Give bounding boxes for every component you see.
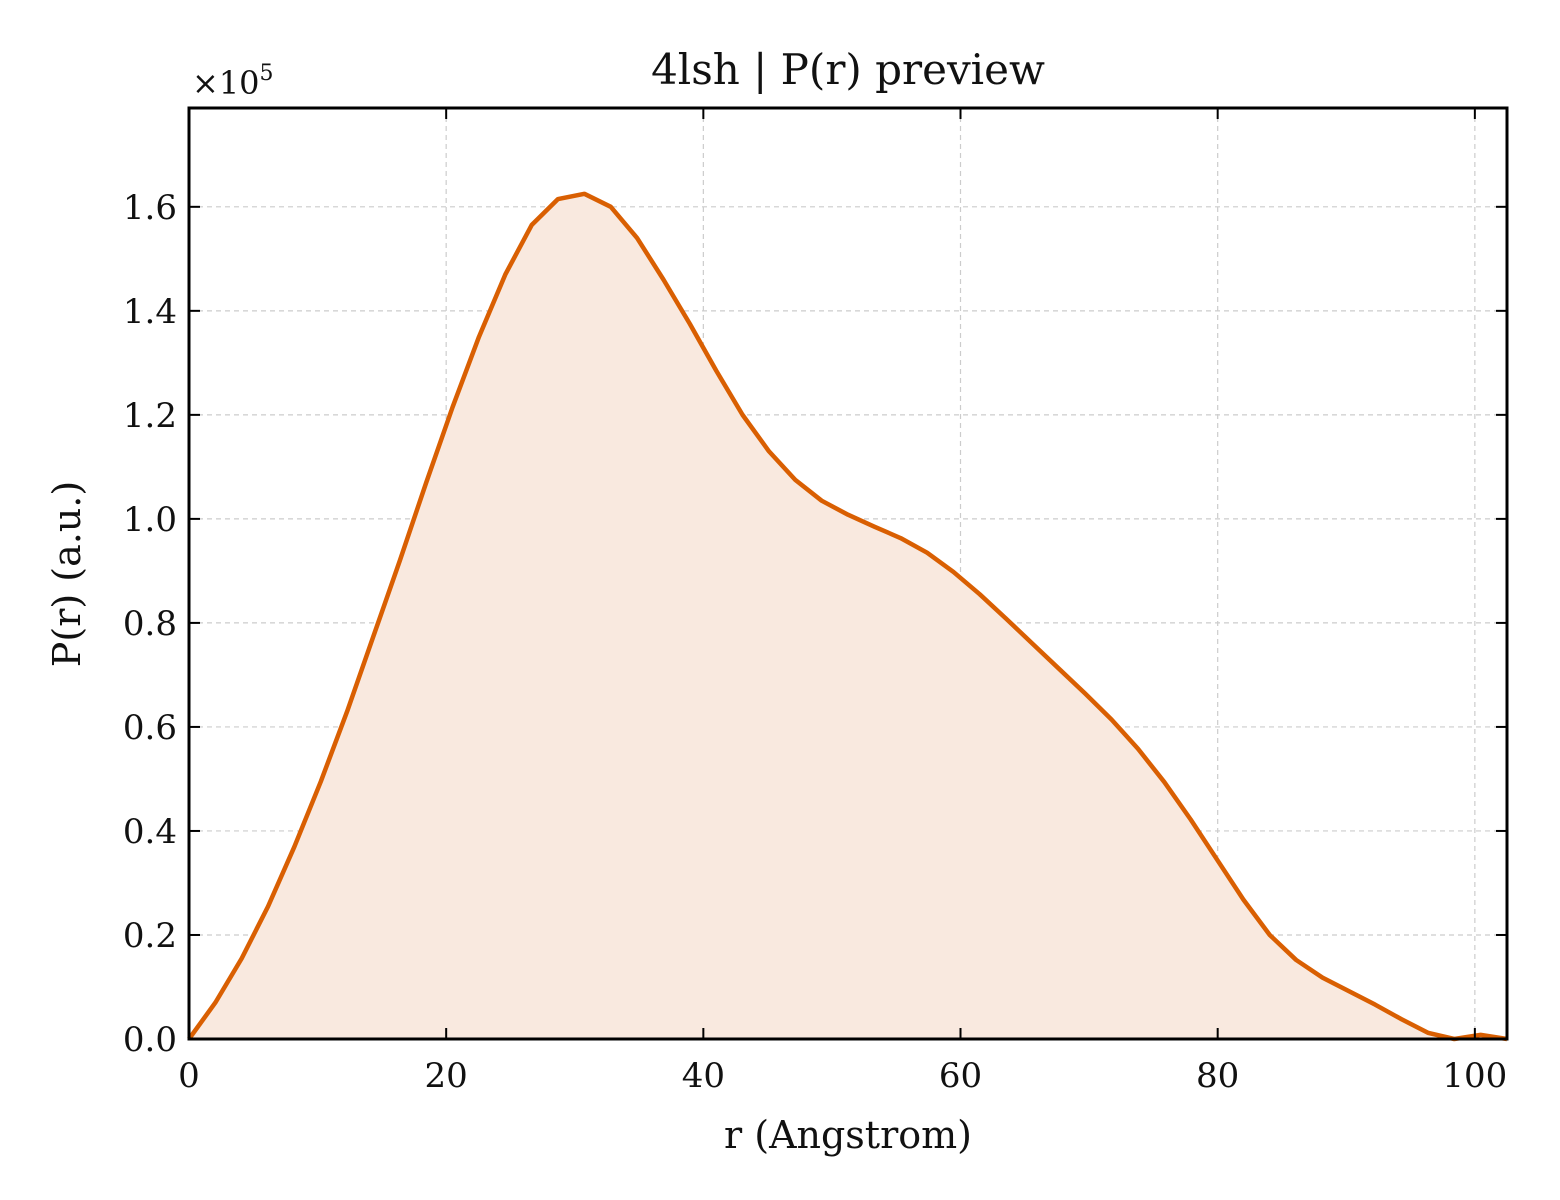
chart-title: 4lsh | P(r) preview — [651, 45, 1045, 94]
x-tick-label: 40 — [682, 1056, 725, 1096]
x-tick-label: 0 — [178, 1056, 200, 1096]
y-tick-label: 0.0 — [123, 1020, 177, 1060]
area-fill — [189, 193, 1507, 1039]
y-tick-label: 0.6 — [123, 708, 177, 748]
y-tick-label: 0.8 — [123, 604, 177, 644]
y-tick-label: 0.2 — [123, 916, 177, 956]
plot-frame — [187, 106, 1509, 1041]
series-line — [187, 191, 1508, 1042]
x-axis-title: r (Angstrom) — [724, 1113, 972, 1157]
x-tick-label: 20 — [425, 1056, 468, 1096]
y-multiplier-base: ×10 — [192, 64, 260, 102]
y-multiplier: ×105 — [192, 61, 274, 102]
x-tick-label: 80 — [1196, 1056, 1239, 1096]
y-tick-label: 1.4 — [123, 292, 177, 332]
y-multiplier-exponent: 5 — [260, 61, 274, 86]
y-axis-title: P(r) (a.u.) — [45, 481, 89, 667]
y-tick-label: 1.2 — [123, 396, 177, 436]
ticks: 0 20 40 60 80 100 0.0 0.2 0.4 0.6 0.8 1.0 1.2 1.4 1.6 — [123, 108, 1507, 1096]
y-tick-label: 0.4 — [123, 812, 177, 852]
y-tick-label: 1.6 — [123, 188, 177, 228]
x-tick-label: 60 — [939, 1056, 982, 1096]
x-tick-label: 100 — [1442, 1056, 1507, 1096]
y-tick-label: 1.0 — [123, 500, 177, 540]
